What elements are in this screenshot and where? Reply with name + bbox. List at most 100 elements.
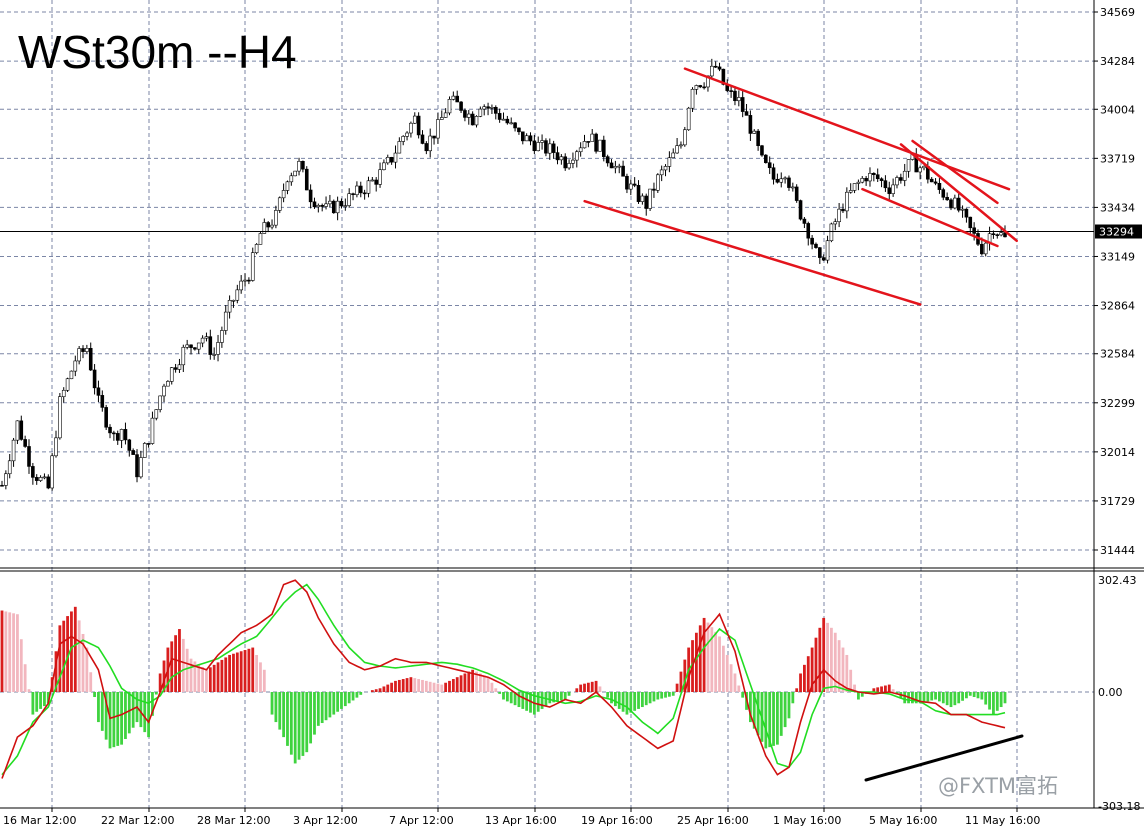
macd-histogram-bar [949,692,953,708]
candle-body [385,157,390,164]
macd-histogram-bar [779,692,783,736]
macd-histogram-bar [347,692,351,704]
candle-body [764,154,768,163]
macd-histogram-bar [795,688,799,692]
candle-body [50,455,54,489]
macd-histogram-bar [880,686,883,692]
macd-histogram-bar [694,632,698,692]
macd-histogram-bar [309,692,313,744]
candle-body [883,180,888,189]
candle-body [254,244,259,254]
macd-histogram-bar [324,692,328,721]
candle-body [204,336,209,339]
candle-body [683,129,687,146]
candle-body [729,90,733,92]
candle-body [420,134,425,144]
candle-body [397,141,402,154]
candle-body [439,117,444,120]
macd-histogram-bar [648,692,652,704]
macd-histogram-bar [799,673,802,692]
candle-body [220,330,224,343]
candle-body [837,208,841,223]
macd-histogram-bar [768,692,772,748]
macd-histogram-bar [876,687,880,692]
macd-histogram-bar [980,692,984,700]
candle-body [968,216,973,229]
macd-histogram-bar [181,638,185,692]
candle-body [316,205,321,208]
candle-body [11,439,16,462]
macd-histogram-bar [791,692,795,704]
macd-histogram-bar [305,692,309,753]
candle-body [493,106,498,114]
macd-histogram-bar [147,692,150,738]
candle-body [821,257,826,261]
candle-body [567,163,571,169]
macd-histogram-bar [428,681,432,692]
candle-body [841,208,845,212]
macd-histogram-bar [417,679,421,692]
candle-body [806,223,811,239]
candle-body [972,227,976,234]
candle-body [513,122,517,129]
macd-histogram-bar [706,622,710,692]
macd-histogram-bar [127,692,131,734]
macd-histogram-bar [725,654,729,692]
candle-body [490,106,494,109]
time-tick-label: 16 Mar 12:00 [3,814,76,827]
candle-body [783,177,787,180]
candle-body [528,135,533,142]
candle-body [744,111,749,116]
macd-histogram-bar [625,692,629,715]
macd-histogram-bar [857,692,860,700]
macd-histogram-bar [563,692,567,700]
candle-body [652,188,656,191]
macd-histogram-bar [421,679,424,692]
macd-histogram-bar [297,692,301,760]
price-tick-label: 32014 [1100,446,1135,459]
macd-histogram-bar [482,675,486,692]
current-price-box [1095,224,1142,239]
macd-histogram-bar [903,692,907,704]
candle-body [88,348,93,371]
macd-histogram-bar [629,692,633,713]
macd-histogram-bar [914,692,918,704]
macd-histogram-bar [849,669,853,692]
macd-histogram-bar [112,692,116,748]
candle-body [686,107,691,131]
candle-body [0,484,4,487]
candle-body [185,344,189,348]
macd-histogram-bar [926,692,930,702]
candle-body [671,152,676,159]
macd-histogram-bar [336,692,340,712]
macd-histogram-bar [201,667,204,692]
time-tick-label: 25 Apr 16:00 [677,814,749,827]
candle-body [663,166,668,171]
candle-body [852,183,857,191]
candle-body [46,476,51,489]
macd-histogram-bar [567,692,571,696]
candle-body [293,170,297,177]
candle-body [559,156,564,161]
candle-body [694,85,699,90]
macd-histogram-bar [494,688,498,692]
candle-body [146,443,151,445]
macd-histogram-bar [394,680,397,692]
macd-histogram-bar [189,658,193,692]
candle-body [983,242,988,255]
candle-body [601,139,606,157]
macd-histogram-bar [922,692,926,703]
macd-histogram-bar [640,692,644,708]
candle-body [474,116,479,126]
macd-histogram-bar [741,692,745,698]
candle-body [416,115,421,136]
macd-histogram-bar [19,639,23,692]
candle-body [713,65,718,68]
candle-body [590,133,595,142]
macd-histogram-bar [953,692,957,706]
candle-body [482,106,487,110]
candle-body [358,185,363,194]
candle-body [941,189,946,198]
candle-body [362,192,367,195]
